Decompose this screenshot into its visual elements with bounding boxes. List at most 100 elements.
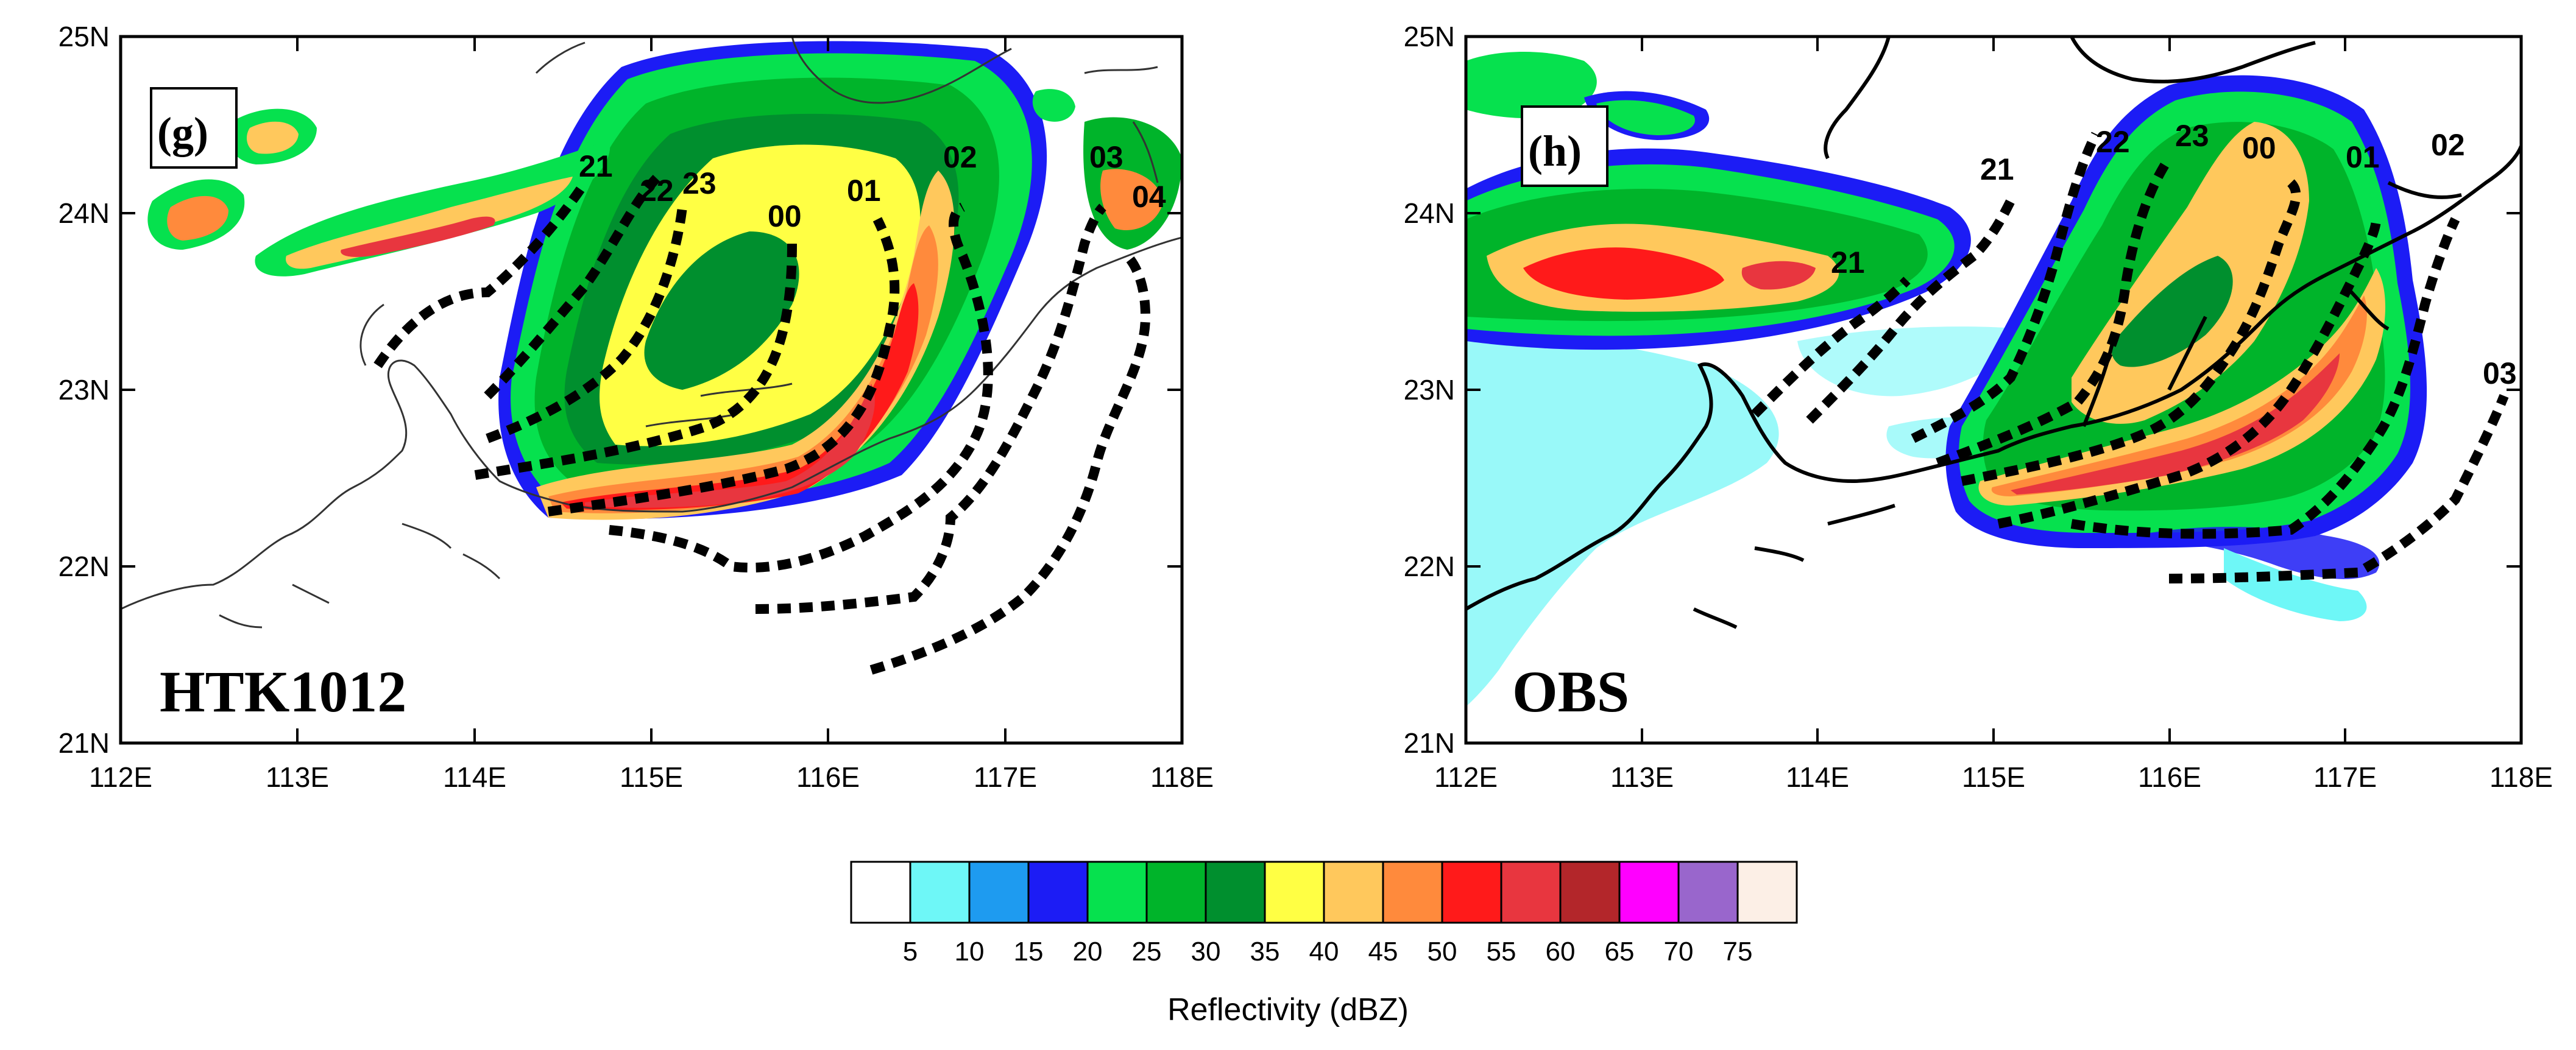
panel-g-tracks <box>373 173 1151 675</box>
time-label: 02 <box>943 140 977 174</box>
colorbar-level-label: 55 <box>1487 937 1516 967</box>
colorbar-level-label: 35 <box>1250 937 1280 967</box>
panel-g-axis-ticks <box>119 35 1183 744</box>
time-label: 23 <box>2175 119 2209 153</box>
x-tick-label: 117E <box>974 761 1037 793</box>
colorbar: 5 10 15 20 25 30 35 40 45 50 55 60 65 70 75 <box>850 861 1798 967</box>
y-tick-label: 24N <box>1404 197 1455 229</box>
panel-h-time-labels: 21 21 22 23 00 01 02 03 <box>1831 119 2517 390</box>
x-tick-label: 115E <box>620 761 683 793</box>
echo-east-south-blue <box>2132 527 2380 579</box>
echo-ne-cell-core <box>1100 169 1164 230</box>
y-tick-label: 21N <box>1404 727 1455 759</box>
colorbar-swatch <box>1736 861 1798 924</box>
time-label: 21 <box>1980 152 2014 186</box>
colorbar-swatch <box>1264 861 1325 924</box>
colorbar-level-label: 45 <box>1368 937 1398 967</box>
echo-clutter-10 <box>1797 326 2023 396</box>
x-tick-label: 112E <box>1434 761 1498 793</box>
panel-g-y-tick-labels: 25N 24N 23N 22N 21N <box>58 21 110 759</box>
colorbar-swatch <box>1145 861 1207 924</box>
panel-h-letter: (h) <box>1528 127 1582 175</box>
echo-east-core-green <box>2111 256 2233 367</box>
echo-line-60 <box>585 384 875 508</box>
echo-west-band-60 <box>1741 261 1816 290</box>
panel-g-map: 21 22 23 00 01 02 03 04 (g) HTK1012 <box>58 21 1214 793</box>
y-tick-label: 25N <box>58 21 110 52</box>
colorbar-swatch <box>1323 861 1384 924</box>
x-tick-label: 117E <box>2313 761 2377 793</box>
colorbar-swatch <box>1086 861 1148 924</box>
colorbar-level-label: 60 <box>1546 937 1576 967</box>
echo-nw-top <box>1466 52 1597 119</box>
colorbar-swatch <box>1559 861 1621 924</box>
panel-g-letter-box <box>150 87 238 169</box>
x-tick-label: 114E <box>443 761 506 793</box>
x-tick-label: 114E <box>1786 761 1849 793</box>
panel-h-letter-box <box>1521 105 1608 187</box>
colorbar-swatch <box>1500 861 1562 924</box>
echo-west-band-red <box>341 216 495 257</box>
colorbar-level-label: 20 <box>1073 937 1103 967</box>
echo-east-line-60 <box>2011 353 2340 495</box>
time-label: 00 <box>768 199 802 233</box>
panel-g-letter: (g) <box>157 108 208 157</box>
colorbar-title: Reflectivity (dBZ) <box>1167 992 1409 1027</box>
colorbar-swatch <box>1382 861 1443 924</box>
echo-west-band-core <box>286 177 573 269</box>
colorbar-swatch <box>1441 861 1502 924</box>
colorbar-level-label: 15 <box>1014 937 1044 967</box>
colorbar-level-label: 30 <box>1191 937 1221 967</box>
panel-h-y-tick-labels: 25N 24N 23N 22N 21N <box>1404 21 1455 759</box>
colorbar-level-label: 10 <box>955 937 985 967</box>
time-label: 02 <box>2431 128 2465 162</box>
y-tick-label: 22N <box>1404 551 1455 582</box>
colorbar-level-label: 50 <box>1428 937 1457 967</box>
time-label: 03 <box>2483 356 2517 390</box>
colorbar-swatch <box>1677 861 1739 924</box>
echo-clutter-10 <box>1466 336 1779 706</box>
y-tick-label: 23N <box>58 374 110 406</box>
time-label: 03 <box>1089 140 1123 174</box>
time-label: 22 <box>640 174 674 208</box>
colorbar-level-label: 5 <box>903 937 918 967</box>
colorbar-swatch <box>1027 861 1089 924</box>
time-label: 22 <box>2096 125 2130 159</box>
y-tick-label: 22N <box>58 551 110 582</box>
colorbar-level-label: 75 <box>1723 937 1753 967</box>
time-label: 01 <box>2346 140 2380 174</box>
x-tick-label: 113E <box>266 761 329 793</box>
colorbar-swatch <box>1205 861 1266 924</box>
x-tick-label: 115E <box>1962 761 2025 793</box>
echo-west-band-55 <box>1523 247 1724 300</box>
colorbar-level-label: 25 <box>1132 937 1162 967</box>
echo-east-south-cyan <box>2224 548 2367 621</box>
x-tick-label: 112E <box>89 761 152 793</box>
echo-nw-cell-core <box>167 196 228 241</box>
colorbar-swatch <box>968 861 1030 924</box>
y-tick-label: 25N <box>1404 21 1455 52</box>
time-label: 21 <box>579 149 613 183</box>
echo-east-line-45 <box>1978 268 2385 506</box>
time-label: 01 <box>847 174 881 208</box>
panel-h-map: 21 21 22 23 00 01 02 03 (h) OBS <box>1404 21 2553 793</box>
x-tick-label: 116E <box>2138 761 2201 793</box>
panel-g-title: HTK1012 <box>160 659 406 724</box>
x-tick-label: 113E <box>1610 761 1674 793</box>
panel-g-time-labels: 21 22 23 00 01 02 03 04 <box>579 140 1166 233</box>
colorbar-swatch <box>850 861 911 924</box>
y-tick-label: 23N <box>1404 374 1455 406</box>
x-tick-label: 118E <box>1150 761 1214 793</box>
y-tick-label: 21N <box>58 727 110 759</box>
panel-g-coastline <box>121 37 1182 629</box>
panel-h-coastline <box>1466 37 2521 629</box>
y-tick-label: 24N <box>58 197 110 229</box>
colorbar-swatch <box>1618 861 1680 924</box>
time-label: 21 <box>1831 245 1865 280</box>
time-label: 23 <box>682 166 717 200</box>
panel-g-x-tick-labels: 112E 113E 114E 115E 116E 117E 118E <box>89 761 1214 793</box>
echo-n-cell-core <box>247 121 299 154</box>
echo-nw-top-green <box>1596 100 1695 135</box>
panel-h-reflectivity <box>1466 52 2427 706</box>
